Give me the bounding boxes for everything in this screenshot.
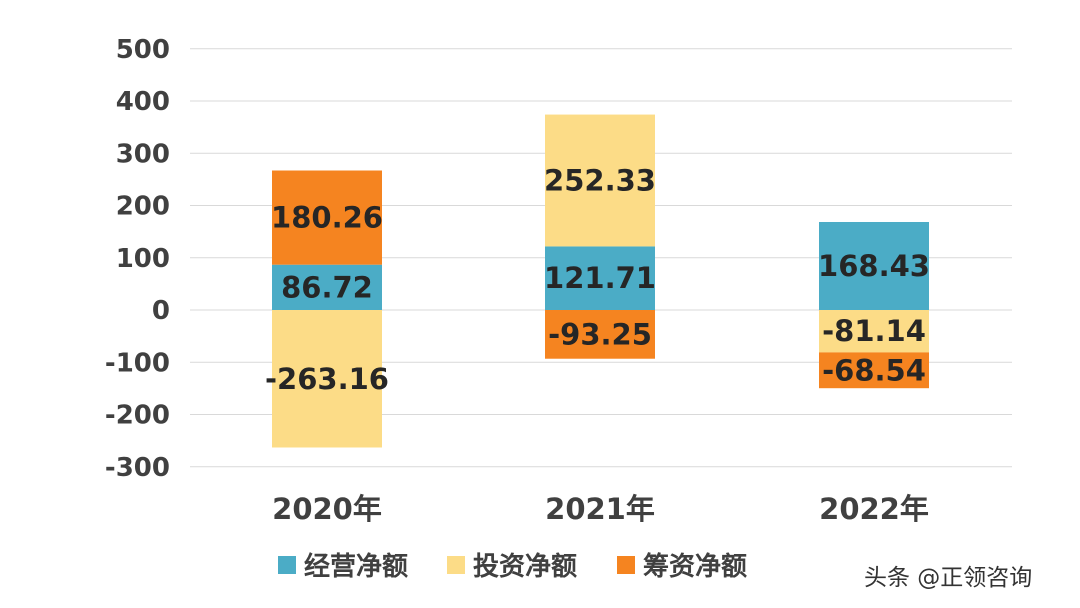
legend-label: 投资净额 bbox=[473, 552, 577, 582]
bar-segment bbox=[272, 310, 382, 448]
data-label: -93.25 bbox=[548, 317, 652, 351]
legend: 经营净额 投资净额 筹资净额 bbox=[278, 551, 747, 582]
legend-swatch bbox=[447, 556, 465, 574]
data-label: -263.16 bbox=[265, 362, 389, 396]
y-tick-label: 400 bbox=[116, 87, 170, 117]
bar-segment bbox=[272, 264, 382, 310]
data-label: -68.54 bbox=[822, 353, 926, 387]
data-label: -81.14 bbox=[822, 314, 926, 348]
bar-segment bbox=[545, 246, 655, 310]
category-label: 2022年 bbox=[819, 492, 929, 526]
legend-swatch bbox=[278, 556, 296, 574]
data-label: 168.43 bbox=[818, 249, 930, 283]
bar-segment bbox=[819, 221, 929, 310]
y-tick-label: 200 bbox=[116, 192, 170, 222]
watermark-text: 头条 @正领咨询 bbox=[864, 565, 1032, 591]
category-label: 2020年 bbox=[272, 492, 382, 526]
data-labels: 86.72 -263.16 180.26 121.71 252.33 -93.25 168.… bbox=[265, 163, 930, 395]
legend-label: 经营净额 bbox=[304, 551, 408, 582]
y-tick-label: -100 bbox=[105, 348, 170, 378]
bar-segment bbox=[545, 310, 655, 359]
data-label: 86.72 bbox=[281, 270, 373, 304]
y-tick-label: 0 bbox=[152, 296, 170, 326]
legend-swatch bbox=[617, 556, 635, 574]
bar-segment bbox=[545, 114, 655, 247]
data-label: 180.26 bbox=[271, 201, 383, 235]
y-tick-label: -300 bbox=[105, 453, 170, 483]
data-label: 252.33 bbox=[544, 163, 656, 197]
y-axis-ticks: 500 400 300 200 100 0 -100 -200 -300 bbox=[105, 35, 170, 483]
category-label: 2021年 bbox=[545, 492, 655, 526]
bars bbox=[272, 114, 929, 448]
data-label: 121.71 bbox=[544, 261, 656, 295]
y-tick-label: 100 bbox=[116, 244, 170, 274]
y-tick-label: -200 bbox=[105, 401, 170, 431]
y-tick-label: 500 bbox=[116, 35, 170, 65]
x-axis-categories: 2020年 2021年 2022年 bbox=[272, 492, 929, 526]
bar-segment bbox=[272, 170, 382, 265]
legend-label: 筹资净额 bbox=[643, 551, 747, 582]
bar-segment bbox=[819, 352, 929, 389]
y-tick-label: 300 bbox=[116, 139, 170, 169]
bar-segment bbox=[819, 310, 929, 353]
